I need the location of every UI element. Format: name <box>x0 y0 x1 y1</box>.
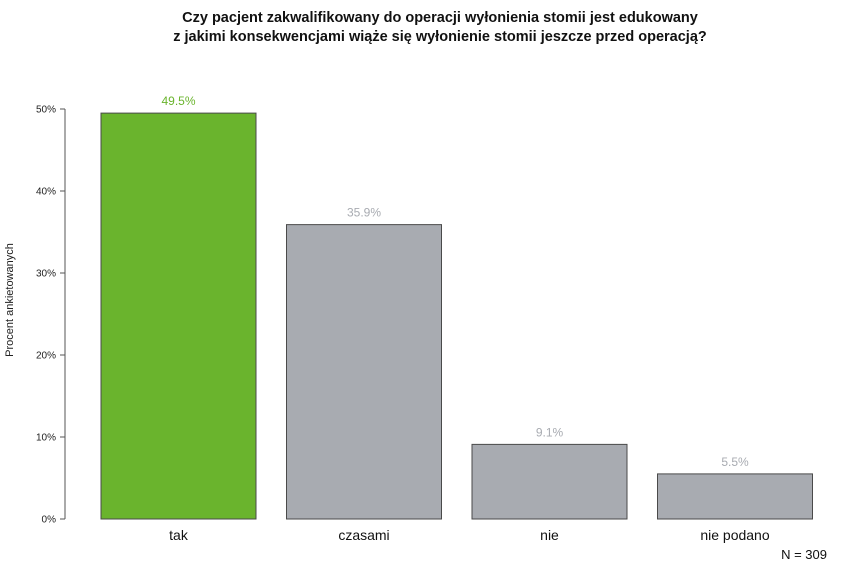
x-category-label: nie podano <box>700 527 770 543</box>
y-tick-label: 50% <box>36 105 56 116</box>
y-axis-label: Procent ankietowanych <box>4 243 16 357</box>
bar <box>286 224 442 520</box>
chart-title: Czy pacjent zakwalifikowany do operacji … <box>40 9 840 47</box>
bar-value-label: 5.5% <box>721 455 749 469</box>
bar <box>471 443 628 520</box>
x-category-label: czasami <box>338 527 389 543</box>
x-category-label: nie <box>540 527 559 543</box>
y-tick-label: 0% <box>42 515 57 526</box>
y-tick-label: 30% <box>36 269 56 280</box>
bar-value-label: 49.5% <box>161 94 195 108</box>
x-category-label: tak <box>169 527 189 543</box>
y-tick-label: 10% <box>36 433 56 444</box>
bar <box>100 112 257 520</box>
bar-value-label: 35.9% <box>347 206 381 220</box>
bar <box>657 473 813 520</box>
bar-value-label: 9.1% <box>536 425 564 439</box>
y-tick-label: 20% <box>36 351 56 362</box>
chart-title-line-2: z jakimi konsekwencjami wiąże się wyłoni… <box>173 29 707 45</box>
y-tick-label: 40% <box>36 187 56 198</box>
sample-size-note: N = 309 <box>781 547 827 562</box>
chart-title-line-1: Czy pacjent zakwalifikowany do operacji … <box>182 10 698 26</box>
